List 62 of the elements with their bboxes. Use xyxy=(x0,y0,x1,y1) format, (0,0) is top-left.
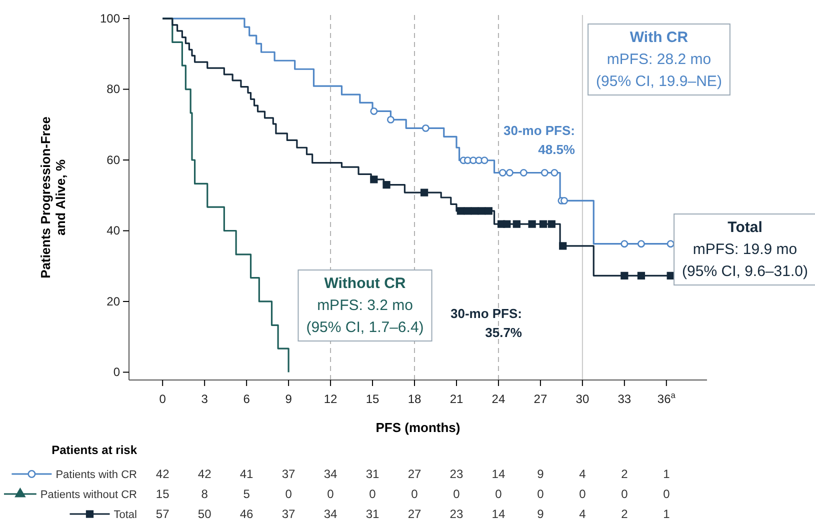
annotation: Total mPFS: 19.9 mo (95% CI, 9.6–31.0) xyxy=(682,219,808,280)
point xyxy=(503,220,511,228)
point xyxy=(478,207,486,215)
point xyxy=(637,240,645,248)
y-tick-label: 40 xyxy=(106,224,120,238)
point xyxy=(480,156,488,164)
point xyxy=(539,220,548,228)
point xyxy=(520,169,528,176)
y-tick-label: 60 xyxy=(106,152,120,167)
point xyxy=(620,240,628,248)
point xyxy=(548,220,556,228)
point xyxy=(370,107,378,115)
point xyxy=(382,180,390,189)
y-axis-title: Patients Progression-Free and Alive, % xyxy=(38,116,68,278)
x-tick-label: 12 xyxy=(324,392,338,406)
point xyxy=(637,272,646,280)
x-tick-label: 27 xyxy=(534,392,548,406)
point xyxy=(550,169,558,176)
legend-label: Patients without CR xyxy=(40,489,138,501)
y-tick-label: 20 xyxy=(106,294,120,308)
x-axis-title: PFS (months) xyxy=(376,420,460,435)
point xyxy=(506,169,514,176)
x-tick-label: 15 xyxy=(366,392,380,406)
x-tick-label: 6 xyxy=(243,392,250,406)
x-tick-label: 21 xyxy=(450,392,464,406)
annotation: 30-mo PFS: 35.7% xyxy=(450,306,522,340)
point xyxy=(386,116,394,124)
x-tick-label: 33 xyxy=(618,392,632,406)
text: 57 50 46 37 34 31 27 23 14 9 4 2 1 xyxy=(156,507,670,521)
x-tick-label: 24 xyxy=(492,392,506,406)
annotation: With CR mPFS: 28.2 mo (95% CI, 19.9–NE) xyxy=(596,29,722,90)
point xyxy=(422,124,430,132)
text: 42 42 41 37 34 31 27 23 14 9 4 2 1 xyxy=(156,467,670,481)
point xyxy=(620,272,628,280)
point xyxy=(560,196,568,204)
x-tick-label: 30 xyxy=(576,392,590,406)
point xyxy=(540,169,548,176)
x-tick-label: 36$^{a}$ xyxy=(657,390,676,406)
y-tick-label: 100 xyxy=(100,11,120,26)
annotation: Without CR mPFS: 3.2 mo (95% CI, 1.7–6.4) xyxy=(306,275,424,336)
annotation: 30-mo PFS: 48.5% xyxy=(503,123,576,157)
point xyxy=(559,242,567,250)
point xyxy=(420,188,428,196)
point xyxy=(528,220,536,228)
point xyxy=(498,169,506,176)
point xyxy=(456,207,464,215)
point xyxy=(370,176,378,184)
x-tick-label: 3 xyxy=(201,392,208,406)
text: Patients at risk xyxy=(52,443,138,457)
x-tick-label: 9 xyxy=(285,392,292,406)
point xyxy=(666,240,674,248)
point xyxy=(464,207,472,215)
point xyxy=(484,207,492,215)
x-tick-label: 18 xyxy=(408,392,422,406)
x-tick-label: 0 xyxy=(159,392,166,406)
legend-label: Patients with CR xyxy=(56,469,138,481)
point xyxy=(512,220,520,228)
y-tick-label: 0 xyxy=(113,365,120,380)
y-tick-label: 80 xyxy=(106,82,120,96)
point xyxy=(470,207,478,215)
legend-label: Total xyxy=(114,509,137,521)
text: 15 8 5 0 0 0 0 0 0 0 0 0 0 xyxy=(156,487,670,501)
